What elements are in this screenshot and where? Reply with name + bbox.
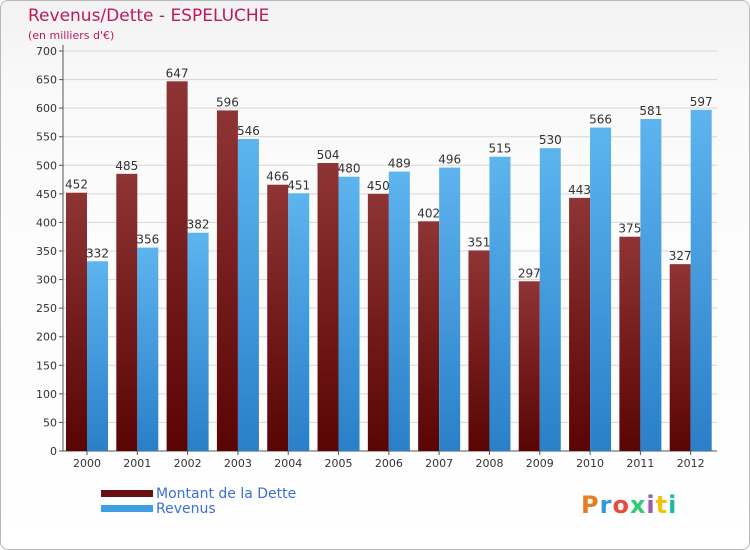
data-label-revenue: 451 bbox=[287, 178, 310, 192]
logo-letter: t bbox=[655, 491, 669, 519]
data-label-revenue: 581 bbox=[639, 104, 662, 118]
bar-debt bbox=[267, 184, 289, 451]
bar-revenue bbox=[187, 232, 209, 451]
x-tick-label: 2007 bbox=[425, 457, 453, 470]
x-tick-label: 2008 bbox=[475, 457, 503, 470]
logo-letter: i bbox=[646, 491, 656, 519]
data-label-revenue: 566 bbox=[589, 113, 612, 127]
data-label-revenue: 546 bbox=[237, 124, 260, 138]
x-tick-label: 2003 bbox=[224, 457, 252, 470]
data-label-revenue: 530 bbox=[539, 133, 562, 147]
data-label-debt: 450 bbox=[367, 179, 390, 193]
y-tick-label: 0 bbox=[50, 445, 57, 458]
x-tick-label: 2000 bbox=[73, 457, 101, 470]
y-tick-label: 500 bbox=[36, 159, 57, 172]
y-tick-label: 350 bbox=[36, 245, 57, 258]
y-tick-label: 700 bbox=[36, 45, 57, 58]
x-tick-label: 2006 bbox=[375, 457, 403, 470]
legend-label-revenue: Revenus bbox=[156, 501, 216, 517]
data-label-debt: 466 bbox=[266, 170, 289, 184]
bar-debt bbox=[116, 173, 138, 451]
y-tick-label: 550 bbox=[36, 131, 57, 144]
x-tick-label: 2011 bbox=[626, 457, 654, 470]
y-tick-label: 450 bbox=[36, 188, 57, 201]
data-label-debt: 647 bbox=[166, 66, 189, 80]
logo-letter: i bbox=[668, 491, 678, 519]
data-label-debt: 452 bbox=[65, 178, 88, 192]
data-label-debt: 443 bbox=[568, 183, 591, 197]
y-tick-label: 200 bbox=[36, 331, 57, 344]
x-tick-label: 2004 bbox=[274, 457, 302, 470]
y-tick-label: 650 bbox=[36, 74, 57, 87]
bar-revenue bbox=[87, 261, 108, 451]
legend-swatch-debt bbox=[101, 490, 153, 497]
chart-title: Revenus/Dette - ESPELUCHE bbox=[28, 6, 270, 26]
data-label-revenue: 489 bbox=[388, 157, 411, 171]
bar-debt bbox=[367, 193, 389, 451]
bar-debt bbox=[518, 281, 540, 451]
data-label-debt: 485 bbox=[115, 159, 138, 173]
bar-debt bbox=[216, 110, 238, 451]
bar-debt bbox=[166, 81, 188, 452]
data-label-revenue: 480 bbox=[338, 162, 361, 176]
data-label-debt: 504 bbox=[317, 148, 340, 162]
x-tick-label: 2010 bbox=[576, 457, 604, 470]
x-tick-label: 2001 bbox=[123, 457, 151, 470]
bar-revenue bbox=[288, 193, 310, 452]
bar-revenue bbox=[439, 167, 461, 452]
data-label-debt: 297 bbox=[518, 266, 541, 280]
chart-subtitle: (en milliers d'€) bbox=[28, 29, 115, 42]
data-label-debt: 596 bbox=[216, 95, 239, 109]
bar-revenue bbox=[338, 176, 360, 451]
legend-swatch-revenue bbox=[101, 505, 153, 512]
data-label-revenue: 382 bbox=[187, 218, 210, 232]
data-label-debt: 402 bbox=[417, 206, 440, 220]
bar-debt bbox=[418, 221, 440, 451]
data-label-revenue: 515 bbox=[489, 142, 512, 156]
bar-debt bbox=[468, 250, 490, 451]
y-tick-label: 250 bbox=[36, 302, 57, 315]
bar-debt bbox=[569, 197, 591, 451]
y-tick-label: 300 bbox=[36, 274, 57, 287]
data-label-revenue: 356 bbox=[136, 233, 159, 247]
bar-debt bbox=[317, 163, 339, 451]
logo-letter: o bbox=[612, 491, 630, 519]
bar-revenue bbox=[539, 148, 561, 451]
x-tick-label: 2009 bbox=[526, 457, 554, 470]
x-tick-label: 2002 bbox=[174, 457, 202, 470]
data-label-debt: 375 bbox=[618, 222, 641, 236]
x-tick-label: 2005 bbox=[325, 457, 353, 470]
bar-revenue bbox=[388, 171, 410, 452]
bar-revenue bbox=[590, 127, 612, 452]
bar-revenue bbox=[690, 109, 712, 451]
data-label-revenue: 332 bbox=[86, 246, 109, 260]
bar-revenue bbox=[137, 247, 159, 451]
bar-revenue bbox=[640, 119, 662, 451]
y-tick-label: 400 bbox=[36, 216, 57, 229]
logo-letter: P bbox=[581, 491, 600, 519]
bar-debt bbox=[66, 192, 87, 451]
bar-debt bbox=[669, 264, 691, 451]
bar-debt bbox=[619, 236, 641, 451]
data-label-revenue: 597 bbox=[690, 95, 713, 109]
proxiti-logo: Proxiti bbox=[581, 491, 677, 519]
y-tick-label: 100 bbox=[36, 388, 57, 401]
data-label-debt: 327 bbox=[669, 249, 692, 263]
logo-letter: x bbox=[629, 491, 647, 519]
bar-revenue bbox=[489, 156, 511, 451]
y-tick-label: 150 bbox=[36, 359, 57, 372]
bar-chart: 0 50 100 150 200 250 300 350 400 450 500 550 600 650 7… bbox=[36, 45, 717, 470]
y-tick-label: 600 bbox=[36, 102, 57, 115]
y-tick-label: 50 bbox=[43, 416, 57, 429]
logo-letter: r bbox=[599, 491, 613, 519]
data-label-revenue: 496 bbox=[438, 153, 461, 167]
bar-revenue bbox=[237, 139, 259, 451]
data-label-debt: 351 bbox=[468, 235, 491, 249]
legend-label-debt: Montant de la Dette bbox=[156, 486, 297, 502]
x-tick-label: 2012 bbox=[677, 457, 705, 470]
